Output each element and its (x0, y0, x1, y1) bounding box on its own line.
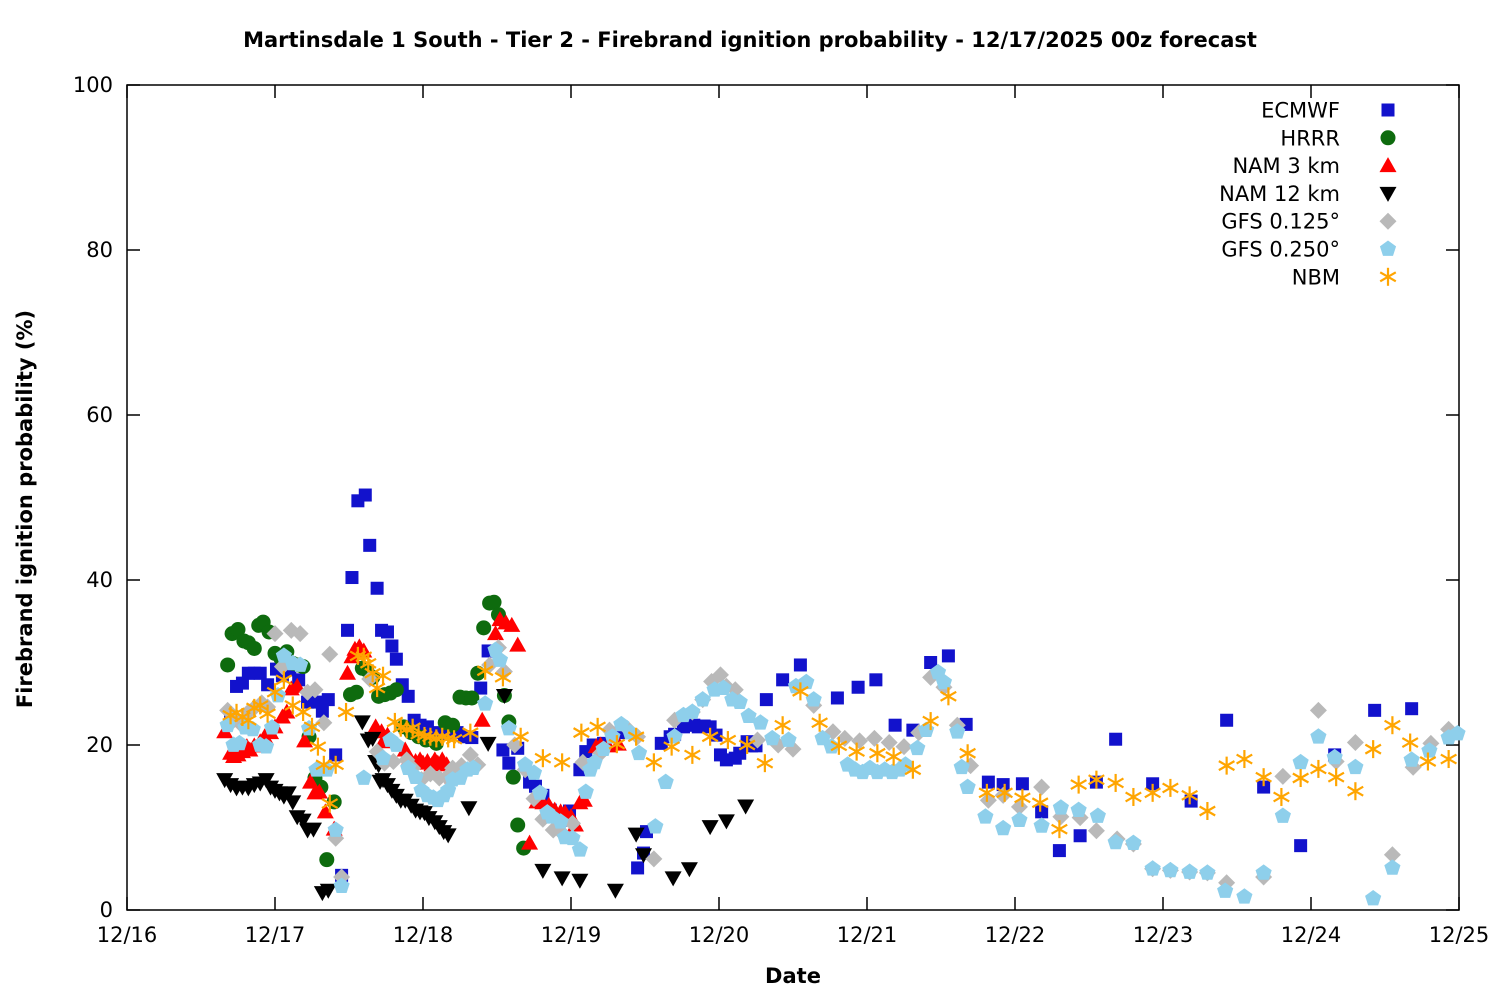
y-axis-ticks: 0 20 40 60 80 100 (73, 73, 1459, 922)
legend-label: HRRR (1280, 126, 1340, 150)
legend-marker-triangle-down-icon (1379, 186, 1397, 202)
legend-marker-pentagon-icon (1379, 240, 1397, 256)
y-tick-label: 40 (86, 568, 113, 592)
x-tick-label: 12/17 (245, 923, 306, 947)
x-tick-label: 12/24 (1281, 923, 1342, 947)
x-tick-label: 12/20 (689, 923, 750, 947)
chart-title: Martinsdale 1 South - Tier 2 - Firebrand… (243, 28, 1257, 52)
y-tick-label: 60 (86, 403, 113, 427)
legend-item-ecmwf: ECMWF (1261, 99, 1395, 123)
legend-item-hrrr: HRRR (1280, 126, 1396, 150)
x-tick-label: 12/23 (1133, 923, 1194, 947)
legend-marker-triangle-up-icon (1379, 157, 1397, 173)
legend-label: ECMWF (1261, 99, 1340, 123)
y-axis-label: Firebrand ignition probability (%) (13, 309, 37, 709)
legend: ECMWF HRRR NAM 3 km NAM 12 km GFS 0.125° GFS … (1219, 99, 1397, 289)
x-tick-label: 12/16 (97, 923, 158, 947)
x-tick-label: 12/21 (837, 923, 898, 947)
x-tick-label: 12/18 (393, 923, 454, 947)
legend-label: GFS 0.125° (1221, 210, 1340, 234)
y-tick-label: 80 (86, 238, 113, 262)
y-tick-label: 20 (86, 733, 113, 757)
y-tick-label: 0 (100, 898, 113, 922)
series-nbm-points (222, 646, 1457, 839)
y-tick-label: 100 (73, 73, 113, 97)
x-axis-label: Date (765, 964, 821, 988)
legend-marker-diamond-icon (1379, 212, 1397, 230)
legend-item-nbm: NBM (1292, 265, 1397, 289)
x-axis-ticks: 12/16 12/17 12/18 12/19 12/20 12/21 12/22 12/23… (97, 85, 1490, 947)
legend-marker-square-icon (1381, 103, 1395, 117)
legend-label: GFS 0.250° (1221, 238, 1340, 262)
legend-label: NAM 3 km (1232, 154, 1340, 178)
x-tick-label: 12/25 (1429, 923, 1490, 947)
series-gfs-0-125--points (219, 621, 1458, 892)
x-tick-label: 12/19 (541, 923, 602, 947)
legend-item-nam-12-km: NAM 12 km (1219, 182, 1397, 206)
x-tick-label: 12/22 (985, 923, 1046, 947)
legend-marker-circle-icon (1380, 130, 1396, 146)
legend-item-gfs-0-125-: GFS 0.125° (1221, 210, 1397, 234)
plot-frame (126, 84, 1460, 911)
legend-marker-asterisk-icon (1379, 267, 1397, 286)
legend-item-nam-3-km: NAM 3 km (1232, 154, 1397, 178)
legend-item-gfs-0-250-: GFS 0.250° (1221, 238, 1397, 262)
legend-label: NBM (1292, 265, 1340, 289)
series-nam-12-km-points (216, 689, 755, 902)
legend-label: NAM 12 km (1219, 182, 1340, 206)
series-ecmwf-points (224, 488, 1419, 882)
